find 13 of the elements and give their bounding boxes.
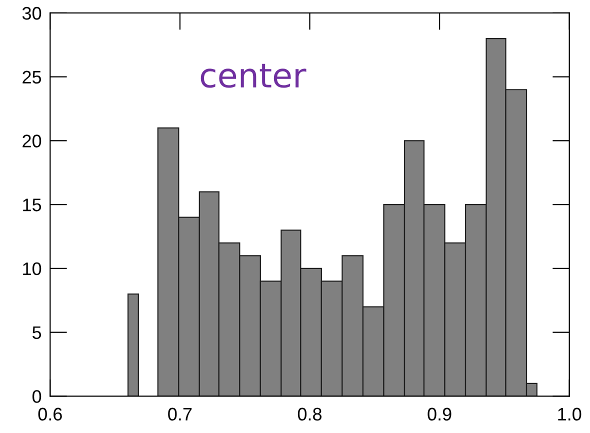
y-tick-label: 30 xyxy=(22,6,42,20)
x-tick-label: 0.7 xyxy=(168,408,192,421)
y-tick-label: 10 xyxy=(23,262,42,276)
x-tick-label: 0.9 xyxy=(428,408,452,421)
x-tick-label: 0.6 xyxy=(38,408,62,421)
x-tick-label: 1.0 xyxy=(558,408,582,421)
annotation: center xyxy=(200,64,306,88)
x-tick-label: 0.8 xyxy=(298,408,322,421)
y-tick-label: 15 xyxy=(23,198,42,212)
y-tick-label: 5 xyxy=(32,326,42,340)
y-tick-label: 0 xyxy=(32,390,42,403)
y-tick-label: 25 xyxy=(22,70,42,84)
y-tick-label: 20 xyxy=(22,134,42,148)
